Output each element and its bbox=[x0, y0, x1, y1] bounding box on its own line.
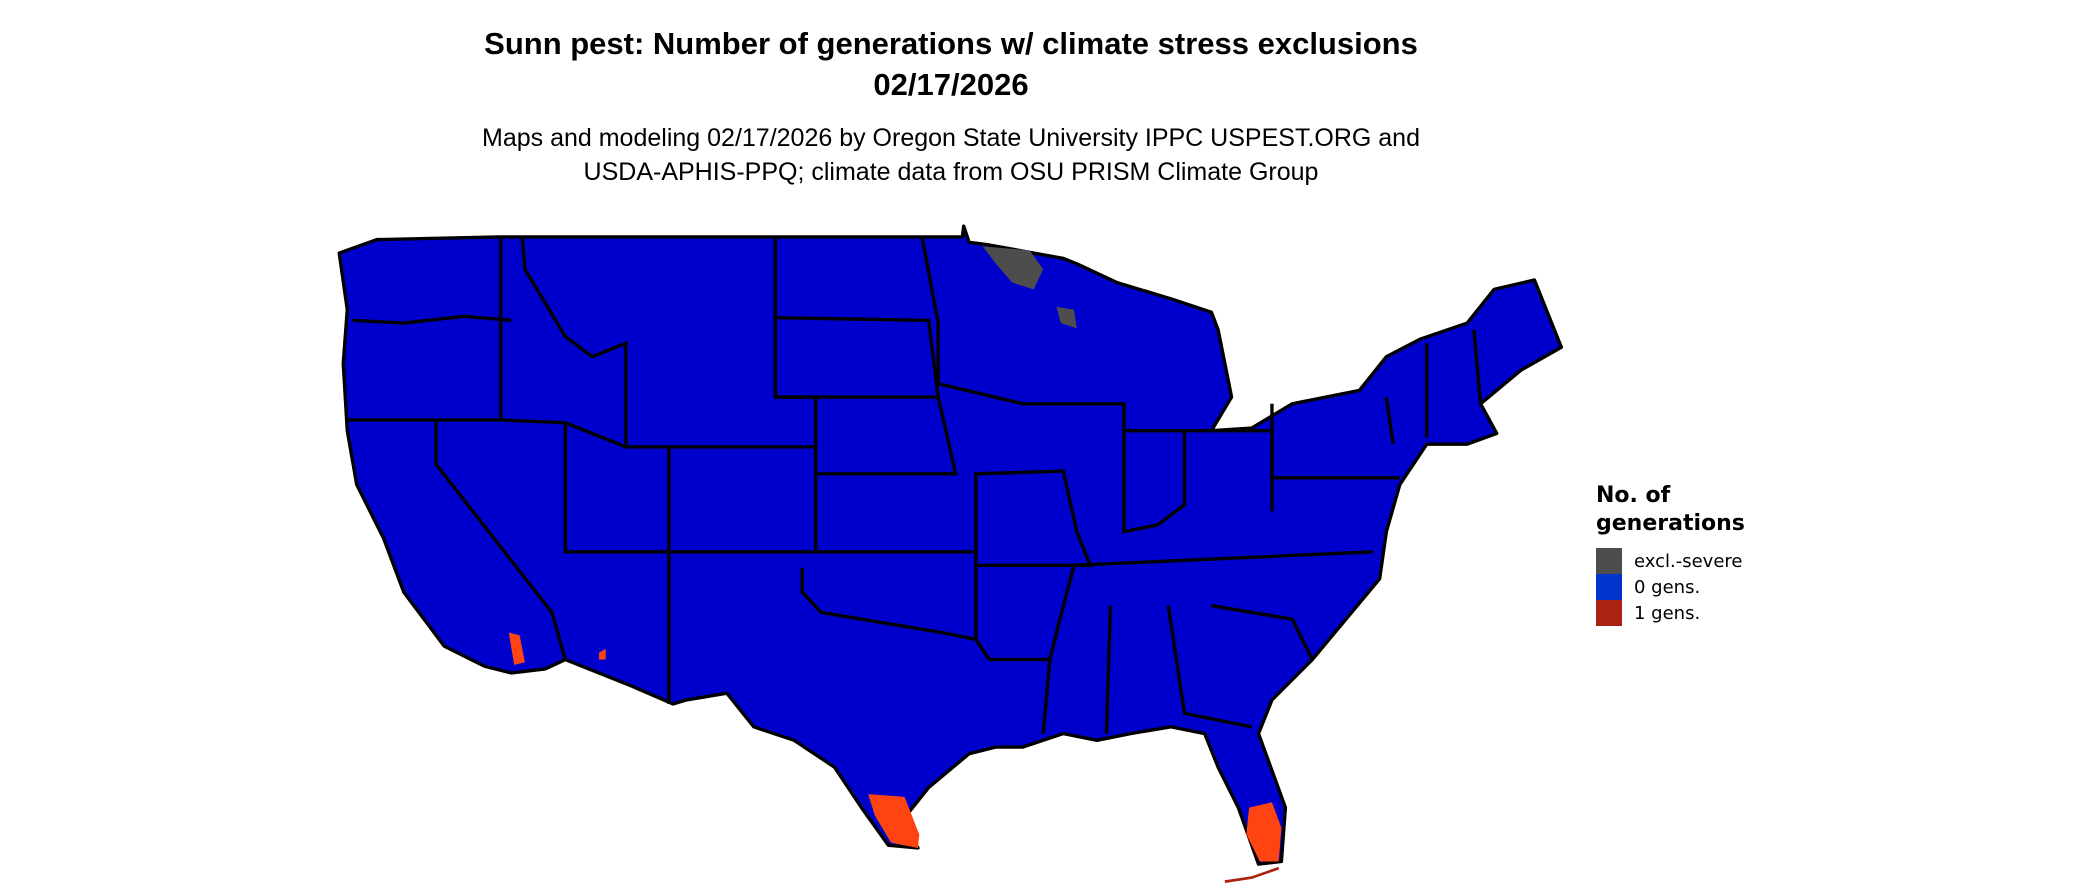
legend-title-line1: No. of bbox=[1596, 483, 1671, 508]
legend-title-line2: generations bbox=[1596, 511, 1745, 536]
legend: No. of generations excl.-severe 0 gens. … bbox=[1596, 482, 1745, 626]
one-generation-area bbox=[508, 632, 1282, 862]
legend-item-excl-severe: excl.-severe bbox=[1596, 548, 1745, 574]
excluded-severe-area bbox=[982, 246, 1077, 329]
legend-label: 1 gens. bbox=[1634, 602, 1701, 624]
legend-swatch bbox=[1596, 548, 1622, 574]
legend-swatch bbox=[1596, 600, 1622, 626]
legend-item-0-gens: 0 gens. bbox=[1596, 574, 1745, 600]
us-outline bbox=[337, 224, 1564, 866]
florida-keys bbox=[1224, 866, 1280, 883]
legend-label: 0 gens. bbox=[1634, 576, 1701, 598]
legend-swatch bbox=[1596, 574, 1622, 600]
legend-label: excl.-severe bbox=[1634, 550, 1743, 572]
state-borders bbox=[347, 236, 1483, 734]
map-subtitle-line1: Maps and modeling 02/17/2026 by Oregon S… bbox=[482, 124, 1420, 152]
legend-item-1-gens: 1 gens. bbox=[1596, 600, 1745, 626]
map-title-date: 02/17/2026 bbox=[873, 67, 1029, 102]
map-title: Sunn pest: Number of generations w/ clim… bbox=[484, 26, 1418, 61]
map-subtitle-line2: USDA-APHIS-PPQ; climate data from OSU PR… bbox=[583, 158, 1319, 186]
